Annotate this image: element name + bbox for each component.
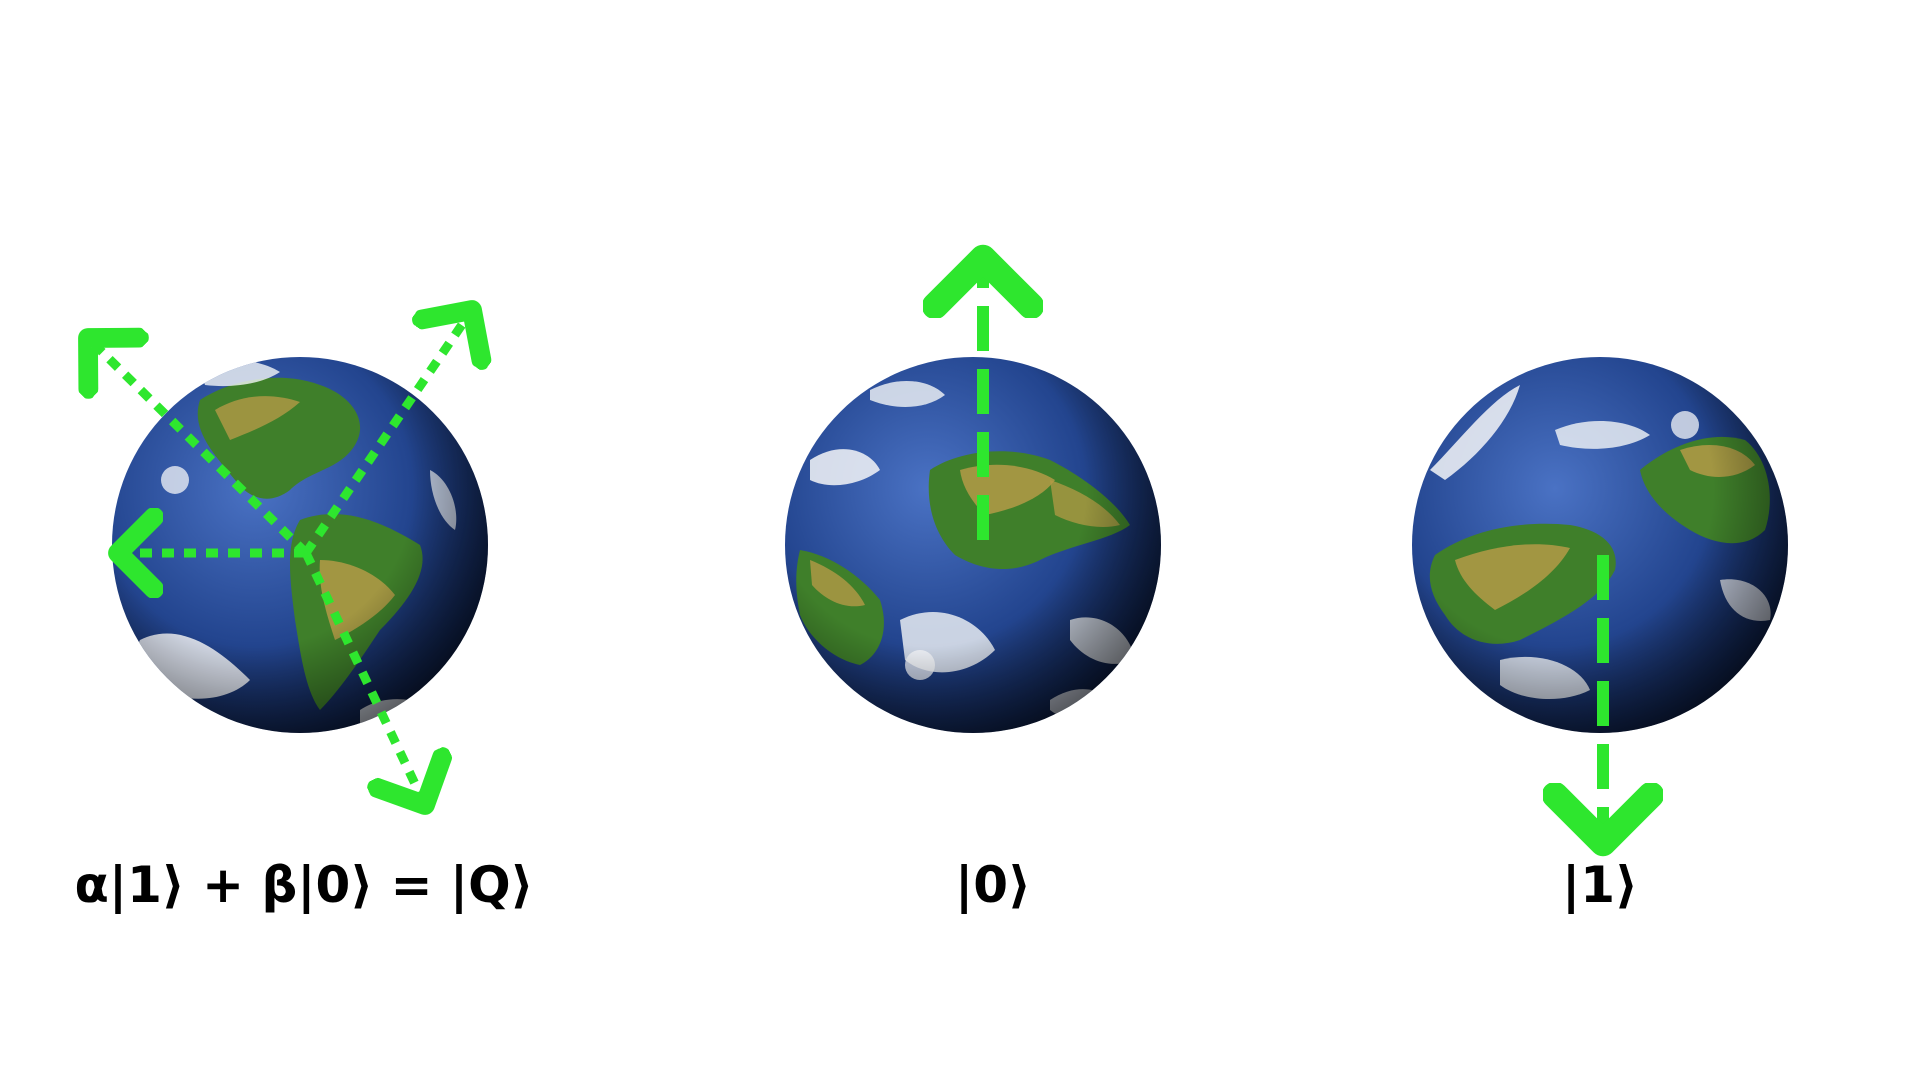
spin-arrow-icon: [88, 338, 310, 557]
earth-globe-icon: [1412, 357, 1788, 733]
spin-arrow-icon: [302, 310, 472, 556]
state-one-label: |1⟩: [1562, 856, 1638, 914]
superposition-arrows: [88, 310, 472, 805]
superposition-label: α|1⟩ + β|0⟩ = |Q⟩: [74, 856, 534, 914]
earth-globe-icon: [785, 357, 1161, 733]
spin-arrow-icon: [301, 551, 425, 805]
state-zero-label: |0⟩: [955, 856, 1031, 914]
